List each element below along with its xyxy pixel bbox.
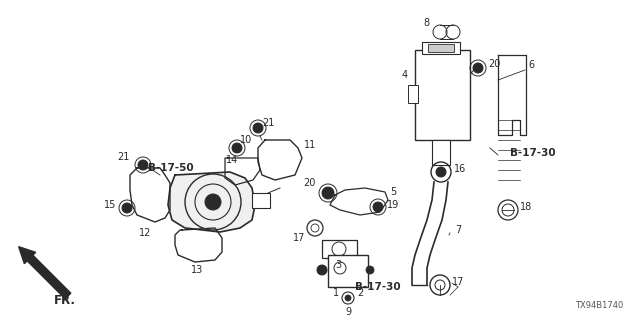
Circle shape <box>122 203 132 213</box>
Text: 5: 5 <box>390 187 396 197</box>
Text: 4: 4 <box>402 70 408 80</box>
Text: 18: 18 <box>520 202 532 212</box>
Bar <box>432 140 450 165</box>
Bar <box>252 193 270 208</box>
Text: 9: 9 <box>345 307 351 317</box>
Text: 12: 12 <box>139 228 151 238</box>
Text: 1: 1 <box>333 288 339 298</box>
Text: 2: 2 <box>357 288 363 298</box>
Text: 17: 17 <box>452 277 465 287</box>
Polygon shape <box>130 168 170 222</box>
Circle shape <box>138 160 148 170</box>
Text: 10: 10 <box>240 135 252 145</box>
Circle shape <box>436 167 446 177</box>
Text: 20: 20 <box>303 178 316 188</box>
Circle shape <box>232 143 242 153</box>
Polygon shape <box>330 188 388 215</box>
Text: B-17-50: B-17-50 <box>148 163 194 173</box>
Circle shape <box>366 266 374 274</box>
Text: 13: 13 <box>191 265 203 275</box>
Text: FR.: FR. <box>54 293 76 307</box>
Bar <box>422 42 460 54</box>
Text: 8: 8 <box>424 18 430 28</box>
Text: 17: 17 <box>292 233 305 243</box>
Text: 21: 21 <box>262 118 275 128</box>
Circle shape <box>373 202 383 212</box>
Text: B-17-30: B-17-30 <box>355 282 401 292</box>
Bar <box>328 255 368 287</box>
Bar <box>415 50 470 140</box>
Circle shape <box>253 123 263 133</box>
Polygon shape <box>168 172 255 232</box>
Bar <box>408 85 418 103</box>
Circle shape <box>473 63 483 73</box>
Text: 20: 20 <box>488 59 500 69</box>
Text: 15: 15 <box>104 200 116 210</box>
Text: B-17-30: B-17-30 <box>510 148 556 158</box>
Polygon shape <box>498 55 526 135</box>
Text: 21: 21 <box>118 152 130 162</box>
Polygon shape <box>175 228 222 262</box>
Text: 19: 19 <box>387 200 399 210</box>
Circle shape <box>317 265 327 275</box>
Circle shape <box>345 295 351 301</box>
Bar <box>322 240 357 258</box>
Text: TX94B1740: TX94B1740 <box>575 301 623 310</box>
Text: 3: 3 <box>335 260 341 270</box>
Circle shape <box>322 187 334 199</box>
Text: 11: 11 <box>304 140 316 150</box>
Text: 7: 7 <box>455 225 461 235</box>
Polygon shape <box>258 140 302 180</box>
Circle shape <box>205 194 221 210</box>
Text: 14: 14 <box>226 155 238 165</box>
Bar <box>428 44 454 52</box>
Text: 6: 6 <box>528 60 534 70</box>
Text: 16: 16 <box>454 164 467 174</box>
FancyArrow shape <box>19 247 71 299</box>
Polygon shape <box>225 158 260 185</box>
